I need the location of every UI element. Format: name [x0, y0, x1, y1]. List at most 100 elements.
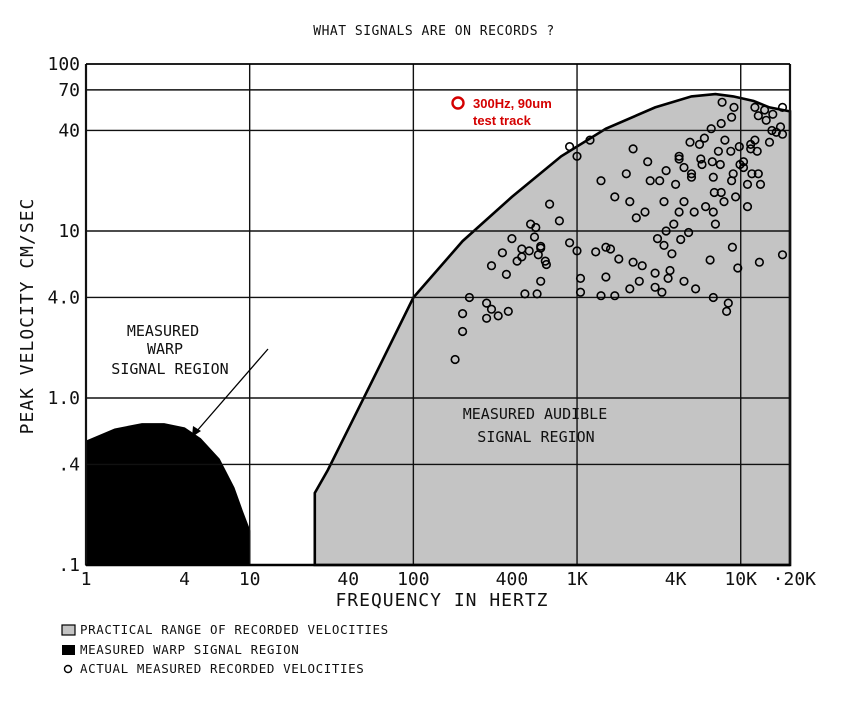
data-point: [690, 284, 701, 294]
y-axis-title: PEAK VELOCITY CM/SEC: [17, 198, 38, 435]
data-point: [650, 268, 660, 278]
data-point: [679, 162, 689, 173]
x-axis-title: FREQUENCY IN HERTZ: [335, 590, 548, 611]
data-point: [752, 146, 762, 156]
data-point: [777, 102, 788, 112]
data-point: [464, 292, 475, 303]
data-point: [501, 269, 512, 280]
y-tick-label: .4: [58, 454, 80, 475]
data-point: [730, 192, 741, 202]
warp-region-label: SIGNAL REGION: [111, 360, 228, 378]
data-point: [777, 129, 788, 139]
data-point: [700, 202, 711, 212]
data-point: [706, 124, 716, 134]
data-point: [710, 219, 721, 229]
x-tick-label: 400: [496, 569, 529, 590]
data-point: [689, 207, 699, 217]
audible-signal-region: [313, 92, 792, 567]
data-point: [674, 207, 684, 217]
x-tick-label: ·20K: [773, 569, 817, 590]
y-tick-label: 1.0: [47, 388, 80, 409]
data-point: [531, 222, 541, 233]
warp-label-arrowhead: [192, 426, 201, 437]
legend-label: PRACTICAL RANGE OF RECORDED VELOCITIES: [80, 622, 389, 637]
data-point: [754, 257, 765, 267]
y-tick-label: 100: [47, 54, 80, 75]
data-point: [610, 291, 620, 301]
data-point: [591, 247, 601, 257]
test-track-annotation: 300Hz, 90um: [473, 96, 552, 111]
data-point: [697, 159, 707, 170]
x-tick-label: 1K: [566, 569, 588, 590]
data-point: [719, 197, 729, 207]
data-point: [716, 187, 726, 198]
data-point: [676, 234, 686, 245]
data-point: [517, 244, 527, 254]
data-point: [497, 248, 508, 258]
audible-region-label: SIGNAL REGION: [477, 428, 594, 446]
x-tick-label: 4: [179, 569, 190, 590]
data-point: [669, 219, 679, 229]
data-point: [674, 151, 684, 161]
data-point: [601, 242, 611, 252]
data-point: [728, 169, 738, 179]
legend-swatch-gray: [61, 624, 76, 636]
data-point: [734, 142, 744, 152]
data-point: [572, 151, 582, 161]
data-point: [708, 292, 718, 303]
data-point: [742, 202, 753, 212]
data-point: [750, 102, 760, 112]
data-point: [705, 255, 715, 265]
data-point: [554, 216, 565, 226]
data-point: [767, 125, 777, 136]
data-point: [486, 304, 497, 314]
data-point: [738, 157, 749, 167]
data-point: [750, 135, 760, 145]
data-point: [686, 172, 697, 182]
data-point: [679, 197, 689, 207]
data-point: [652, 234, 663, 244]
chart-title: WHAT SIGNALS ARE ON RECORDS ?: [313, 24, 554, 39]
data-point: [747, 169, 757, 179]
data-point: [628, 257, 638, 267]
data-point: [715, 159, 725, 170]
data-point: [540, 256, 550, 266]
data-point: [536, 276, 546, 286]
x-tick-label: 10K: [724, 569, 757, 590]
warp-region-label: WARP: [147, 340, 183, 358]
x-tick-label: 100: [397, 569, 430, 590]
data-point: [661, 226, 671, 236]
data-point: [575, 273, 586, 284]
data-point: [694, 139, 705, 149]
data-point: [614, 254, 624, 264]
data-point: [708, 172, 718, 182]
y-tick-label: 4.0: [47, 287, 80, 308]
x-tick-label: 1: [81, 569, 92, 590]
data-point: [601, 272, 611, 282]
data-point: [536, 241, 546, 251]
data-point: [683, 227, 694, 238]
data-point: [634, 276, 644, 286]
legend-label: ACTUAL MEASURED RECORDED VELOCITIES: [80, 661, 364, 676]
data-point: [742, 179, 753, 189]
data-point: [650, 282, 660, 292]
legend-swatch-black: [62, 645, 75, 655]
data-point: [520, 289, 530, 299]
data-point: [621, 169, 631, 179]
data-point: [610, 192, 620, 202]
data-point: [708, 207, 718, 217]
data-point: [625, 197, 635, 207]
test-track-annotation: test track: [473, 113, 532, 128]
data-point: [655, 176, 665, 186]
x-tick-label: 40: [337, 569, 359, 590]
data-point: [637, 261, 647, 271]
data-point: [486, 261, 497, 271]
data-point: [674, 154, 684, 164]
warp-region-label: MEASURED: [127, 322, 199, 340]
data-point: [726, 112, 737, 122]
data-point: [733, 263, 743, 273]
data-point: [717, 97, 727, 107]
data-point: [507, 234, 517, 244]
